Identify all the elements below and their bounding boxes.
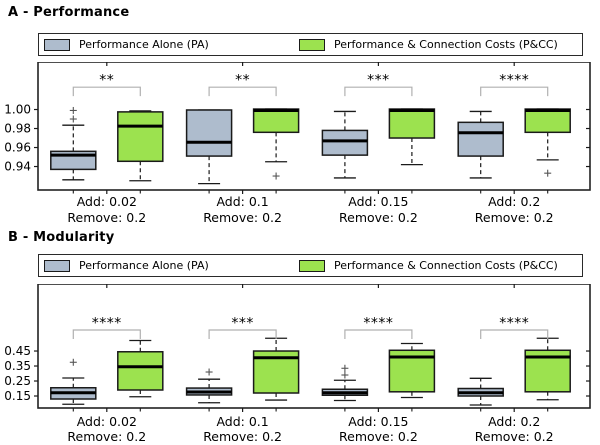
plot-border [37,62,591,191]
x-category-label: Remove: 0.2 [339,429,418,444]
significance-bracket-group1: **** [72,316,141,340]
x-category-label: Remove: 0.2 [67,429,146,444]
box-cc-group4 [524,337,571,401]
box-cc-group2 [252,108,300,180]
significance-stars: *** [367,73,390,89]
box-pa-group1 [50,358,97,405]
x-category-label: Remove: 0.2 [203,429,282,444]
significance-stars: ** [99,73,114,89]
x-category-label: Add: 0.15 [348,194,408,209]
significance-stars: ** [235,73,250,89]
x-category-label: Remove: 0.2 [475,210,554,225]
significance-bracket-group4: **** [480,73,549,97]
box-cc-group2 [252,337,300,401]
cc-legend-label: Performance & Connection Costs (P&CC) [334,38,558,51]
x-category-label: Add: 0.02 [77,414,137,429]
cc-legend-swatch [299,38,325,51]
y-tick-label: 0.25 [4,374,31,388]
x-category-label: Add: 0.2 [488,194,540,209]
pa-legend-label: Performance Alone (PA) [79,38,209,51]
cc-legend-swatch [299,259,325,272]
box-pa-group4 [457,377,504,406]
boxplot-chart-a: 1.000.980.960.94** ** *** ****Add: 0.02Remo… [4,62,591,225]
pa-legend-swatch [44,38,70,51]
significance-bracket-group2: *** [208,316,277,340]
panel-b-title: B - Modularity [8,230,115,245]
significance-bracket-group3: **** [344,316,413,340]
legend-a: Performance Alone (PA) Performance & Con… [38,33,583,56]
y-tick-label: 0.15 [4,389,31,403]
x-category-label: Add: 0.1 [216,414,268,429]
x-category-label: Add: 0.15 [348,414,408,429]
significance-bracket-group2: ** [208,73,277,97]
y-tick-label: 0.35 [4,359,31,373]
x-category-label: Add: 0.02 [77,194,137,209]
box-pa-group2 [185,368,233,404]
cc-legend-label: Performance & Connection Costs (P&CC) [334,259,558,272]
significance-bracket-group3: *** [344,73,413,97]
y-tick-label: 1.00 [4,103,31,117]
y-tick-label: 0.96 [4,141,31,155]
legend-b: Performance Alone (PA) Performance & Con… [38,254,583,277]
box-pa-group2 [185,109,233,185]
y-tick-label: 0.94 [4,160,31,174]
box-pa-group3 [321,364,369,402]
legend-entry-cc: Performance & Connection Costs (P&CC) [299,34,558,55]
box-pa-group3 [321,110,369,179]
significance-stars: **** [92,316,122,332]
x-category-label: Remove: 0.2 [67,210,146,225]
significance-stars: **** [499,316,529,332]
box-cc-group1 [117,339,164,398]
pa-legend-swatch [44,259,70,272]
x-category-label: Remove: 0.2 [203,210,282,225]
legend-entry-pa: Performance Alone (PA) [44,34,209,55]
x-category-label: Add: 0.1 [216,194,268,209]
box-cc-group3 [388,108,436,166]
y-tick-label: 0.98 [4,122,31,136]
significance-stars: **** [499,73,529,89]
panel-a-title: A - Performance [8,5,130,20]
significance-stars: *** [231,316,254,332]
box-cc-group3 [388,342,436,399]
significance-bracket-group1: ** [72,73,141,97]
plot-border [37,284,591,409]
boxplot-chart-b: 0.450.350.250.15**** *** **** ****Add: 0.02… [4,284,591,444]
pa-legend-label: Performance Alone (PA) [79,259,209,272]
legend-entry-pa: Performance Alone (PA) [44,255,209,276]
y-tick-label: 0.45 [4,344,31,358]
x-category-label: Add: 0.2 [488,414,540,429]
significance-stars: **** [363,316,393,332]
box-cc-group1 [117,110,164,182]
x-category-label: Remove: 0.2 [475,429,554,444]
legend-entry-cc: Performance & Connection Costs (P&CC) [299,255,558,276]
box-pa-group1 [50,106,97,181]
box-cc-group4 [524,108,571,177]
significance-bracket-group4: **** [480,316,549,340]
x-category-label: Remove: 0.2 [339,210,418,225]
box-pa-group4 [457,110,504,179]
